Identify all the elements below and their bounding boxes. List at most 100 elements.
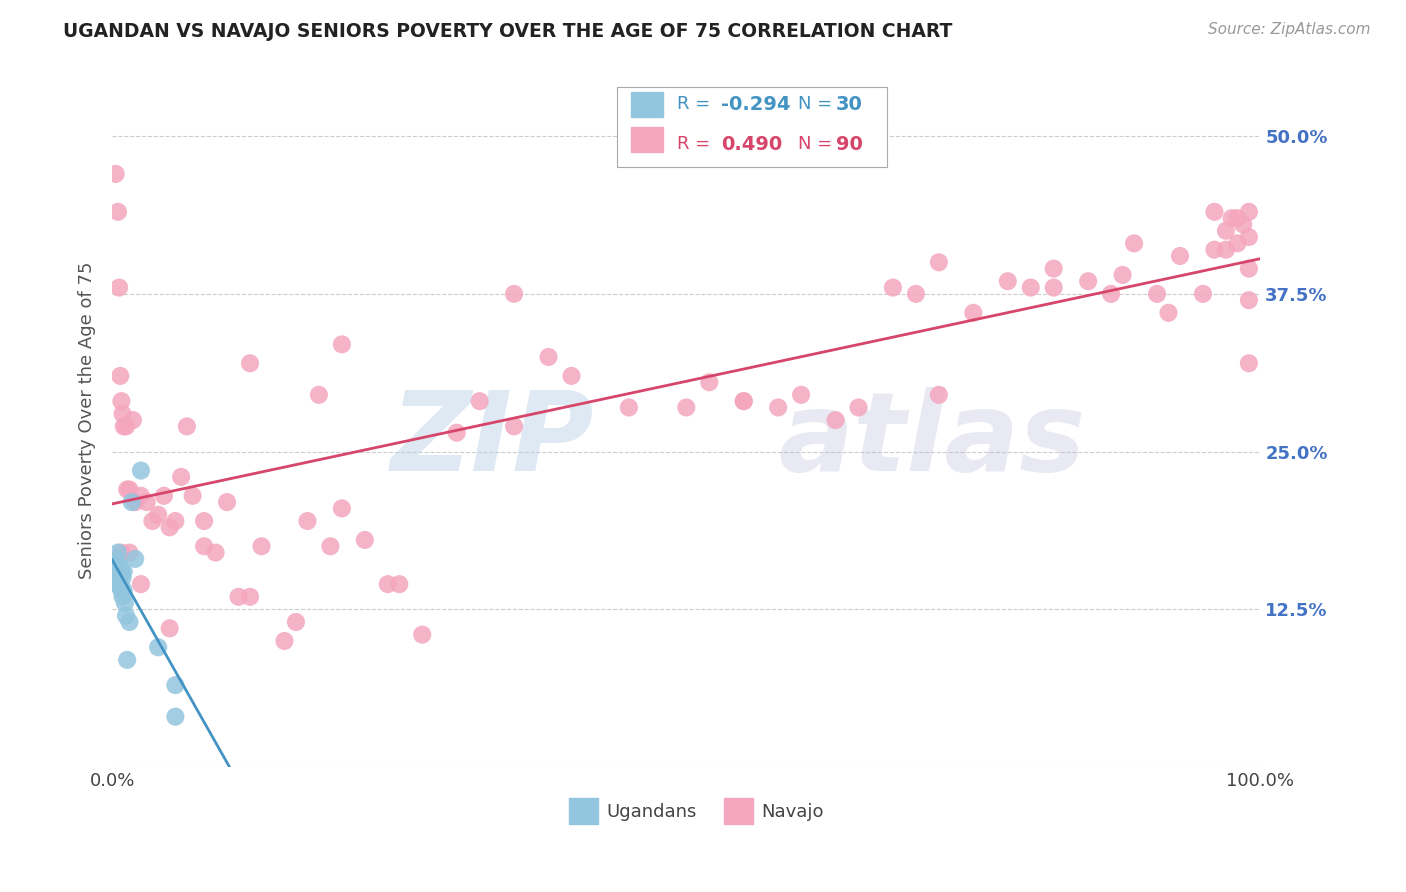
- Point: [330, 337, 353, 351]
- Point: [153, 489, 176, 503]
- Point: [1237, 204, 1260, 219]
- Point: [181, 489, 204, 503]
- Point: [111, 407, 134, 421]
- Point: [118, 615, 141, 629]
- Point: [1168, 249, 1191, 263]
- Point: [115, 483, 138, 497]
- Point: [250, 539, 273, 553]
- Point: [129, 577, 152, 591]
- Point: [1157, 306, 1180, 320]
- Point: [159, 621, 181, 635]
- Point: [105, 558, 128, 573]
- Point: [560, 368, 582, 383]
- Text: UGANDAN VS NAVAJO SENIORS POVERTY OVER THE AGE OF 75 CORRELATION CHART: UGANDAN VS NAVAJO SENIORS POVERTY OVER T…: [63, 22, 953, 41]
- Point: [176, 419, 198, 434]
- Point: [228, 590, 250, 604]
- Point: [107, 546, 129, 560]
- Point: [107, 571, 129, 585]
- Point: [165, 709, 187, 723]
- Point: [1042, 261, 1064, 276]
- Point: [1146, 286, 1168, 301]
- Point: [112, 565, 135, 579]
- Point: [115, 653, 138, 667]
- Point: [503, 286, 526, 301]
- Point: [108, 577, 131, 591]
- Point: [1111, 268, 1133, 282]
- Point: [1226, 236, 1249, 251]
- Text: atlas: atlas: [778, 387, 1085, 494]
- Point: [1237, 261, 1260, 276]
- Point: [129, 464, 152, 478]
- Point: [104, 167, 127, 181]
- Point: [124, 495, 146, 509]
- Point: [1237, 356, 1260, 370]
- Point: [239, 356, 262, 370]
- Point: [170, 470, 193, 484]
- Point: [110, 394, 132, 409]
- Text: -0.294: -0.294: [721, 95, 790, 114]
- Point: [962, 306, 984, 320]
- Point: [215, 495, 238, 509]
- Point: [790, 388, 813, 402]
- Point: [115, 419, 138, 434]
- Point: [388, 577, 411, 591]
- Point: [110, 565, 132, 579]
- Point: [330, 501, 353, 516]
- Bar: [631, 92, 664, 117]
- Point: [110, 565, 132, 579]
- Point: [112, 419, 135, 434]
- Point: [118, 546, 141, 560]
- Point: [446, 425, 468, 440]
- Point: [107, 204, 129, 219]
- Text: Navajo: Navajo: [761, 804, 824, 822]
- Y-axis label: Seniors Poverty Over the Age of 75: Seniors Poverty Over the Age of 75: [79, 261, 96, 579]
- Point: [107, 558, 129, 573]
- Point: [111, 571, 134, 585]
- Point: [121, 495, 143, 509]
- Point: [1215, 224, 1237, 238]
- Point: [1077, 274, 1099, 288]
- Point: [107, 565, 129, 579]
- Point: [105, 577, 128, 591]
- Point: [353, 533, 375, 547]
- Point: [273, 634, 295, 648]
- FancyBboxPatch shape: [617, 87, 887, 167]
- Point: [1226, 211, 1249, 226]
- Point: [122, 413, 145, 427]
- Point: [193, 539, 215, 553]
- Point: [124, 552, 146, 566]
- Point: [377, 577, 399, 591]
- Point: [111, 590, 134, 604]
- Bar: [569, 797, 598, 824]
- Point: [104, 565, 127, 579]
- Point: [141, 514, 163, 528]
- Text: 30: 30: [835, 95, 862, 114]
- Point: [928, 388, 950, 402]
- Point: [239, 590, 262, 604]
- Point: [165, 678, 187, 692]
- Point: [110, 368, 132, 383]
- Point: [110, 583, 132, 598]
- Point: [733, 394, 755, 409]
- Point: [1204, 243, 1226, 257]
- Point: [928, 255, 950, 269]
- Point: [135, 495, 157, 509]
- Point: [104, 552, 127, 566]
- Point: [108, 280, 131, 294]
- Point: [1019, 280, 1042, 294]
- Point: [1232, 218, 1254, 232]
- Point: [1220, 211, 1243, 226]
- Point: [284, 615, 307, 629]
- Point: [1123, 236, 1146, 251]
- Bar: [724, 797, 752, 824]
- Bar: [631, 127, 664, 153]
- Text: Ugandans: Ugandans: [606, 804, 696, 822]
- Point: [411, 627, 433, 641]
- Point: [159, 520, 181, 534]
- Text: 90: 90: [835, 135, 862, 153]
- Point: [468, 394, 491, 409]
- Point: [882, 280, 904, 294]
- Text: N =: N =: [797, 95, 838, 113]
- Text: Source: ZipAtlas.com: Source: ZipAtlas.com: [1208, 22, 1371, 37]
- Point: [997, 274, 1019, 288]
